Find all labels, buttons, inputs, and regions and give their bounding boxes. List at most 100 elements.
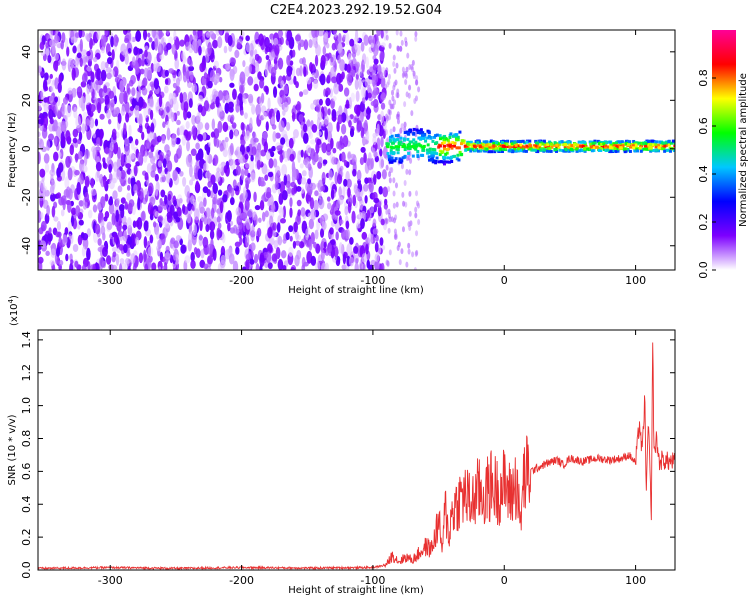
spectrogram-cell	[176, 110, 180, 116]
spectrogram-cell	[358, 261, 364, 270]
spectrogram-cell	[40, 71, 45, 77]
spectrogram-y-tick-label: -40	[20, 237, 33, 255]
spectrogram-cell	[388, 171, 392, 178]
spectrogram-cell	[172, 169, 178, 182]
spectrogram-cell	[94, 146, 101, 152]
spectrogram-cell	[265, 86, 269, 95]
spectrogram-cell	[387, 186, 391, 193]
snr-y-tick-label: 1.2	[20, 364, 33, 382]
spectrogram-cell	[378, 156, 384, 169]
spectrogram-cell	[401, 191, 405, 198]
spectrogram-cell	[385, 30, 389, 34]
spectrogram-cell	[364, 177, 369, 184]
spectrogram-cell	[408, 140, 412, 144]
spectrogram-cell	[103, 216, 108, 222]
spectrogram-cell	[359, 100, 365, 113]
spectrogram-cell	[109, 141, 114, 152]
spectrogram-cell	[389, 135, 393, 139]
spectrogram-cell	[513, 141, 517, 145]
spectrogram-cell	[380, 136, 384, 148]
spectrogram-cell	[277, 258, 284, 270]
spectrogram-cell	[121, 262, 127, 270]
spectrogram-cell	[613, 147, 617, 151]
spectrogram-cell	[333, 83, 340, 95]
spectrogram-cell	[264, 174, 269, 181]
spectrogram-cell	[428, 158, 432, 162]
spectrogram-cell	[476, 144, 480, 148]
spectrogram-cell	[315, 104, 321, 113]
spectrogram-cell	[348, 256, 354, 267]
spectrogram-cell	[387, 114, 391, 121]
spectrogram-cell	[400, 39, 404, 46]
spectrogram-cell	[385, 208, 389, 215]
spectrogram-cell	[483, 147, 487, 151]
spectrogram-cell	[380, 110, 385, 124]
spectrogram-cell	[384, 129, 388, 136]
spectrogram-cell	[403, 101, 407, 108]
spectrogram-cell	[166, 160, 173, 172]
spectrogram-cell	[246, 145, 251, 153]
spectrogram-cell	[362, 136, 366, 146]
spectrogram-cell	[566, 149, 570, 153]
spectrogram-cell	[147, 132, 153, 142]
spectrogram-cell	[392, 217, 396, 224]
spectrogram-cell	[234, 241, 241, 248]
spectrogram-cell	[102, 174, 107, 188]
spectrogram-cell	[402, 200, 406, 207]
spectrogram-cell	[219, 110, 225, 122]
spectrogram-cell	[390, 156, 394, 160]
spectrogram-cell	[633, 149, 637, 153]
spectrogram-cell	[245, 130, 251, 139]
spectrogram-cell	[361, 97, 366, 104]
spectrogram-cell	[451, 134, 455, 138]
spectrogram-cell	[380, 262, 385, 270]
spectrogram-cell	[492, 144, 496, 148]
spectrogram-cell	[89, 37, 93, 50]
spectrogram-cell	[274, 181, 279, 191]
spectrogram-cell	[466, 142, 470, 146]
spectrogram-cell	[245, 218, 251, 231]
spectrogram-cell	[203, 72, 208, 80]
spectrogram-cell	[263, 141, 269, 153]
spectrogram-cell	[166, 214, 173, 223]
spectrogram-cell	[660, 143, 664, 147]
spectrogram-cell	[272, 158, 278, 168]
spectrogram-cell	[628, 149, 632, 153]
spectrogram-cell	[213, 154, 218, 167]
spectrogram-cell	[80, 232, 85, 239]
spectrogram-cell	[581, 144, 585, 148]
spectrogram-cell	[403, 126, 407, 133]
spectrogram-cell	[549, 149, 553, 153]
spectrogram-cell	[67, 221, 73, 232]
spectrogram-cell	[102, 246, 108, 258]
spectrogram-cell	[288, 246, 294, 257]
spectrogram-cell	[180, 244, 187, 254]
spectrogram-cell	[268, 110, 272, 120]
spectrogram-cell	[516, 147, 520, 151]
spectrogram-cell	[666, 148, 670, 152]
spectrogram-cell	[189, 195, 195, 205]
spectrogram-cell	[365, 56, 369, 69]
spectrogram-cell	[267, 200, 272, 207]
spectrogram-cell	[339, 165, 344, 172]
snr-frame	[37, 329, 676, 571]
spectrogram-cell	[604, 145, 608, 149]
spectrogram-cell	[601, 145, 605, 149]
spectrogram-cell	[316, 131, 322, 137]
spectrogram-cell	[543, 148, 547, 152]
spectrogram-cell	[663, 149, 667, 153]
spectrogram-cell	[355, 73, 359, 81]
spectrogram-cell	[510, 142, 514, 146]
spectrogram-cell	[130, 253, 136, 265]
spectrogram-cell	[309, 61, 313, 72]
spectrogram-cell	[271, 124, 277, 130]
spectrogram-cell	[373, 198, 380, 204]
spectrogram-x-tick-label: 0	[501, 274, 508, 287]
spectrogram-cell	[76, 52, 82, 59]
spectrogram-cell	[360, 146, 366, 153]
spectrogram-cell	[406, 145, 410, 149]
spectrogram-cell	[435, 133, 439, 137]
spectrogram-cell	[67, 167, 73, 181]
spectrogram-cell	[442, 162, 446, 166]
spectrogram-cell	[276, 145, 283, 151]
